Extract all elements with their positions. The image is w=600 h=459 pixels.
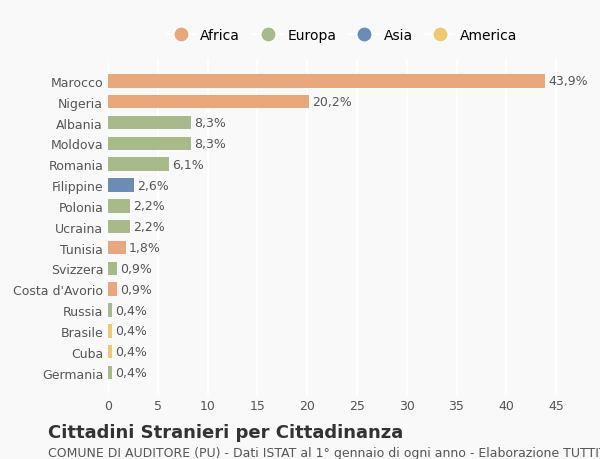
Text: 0,4%: 0,4% — [115, 325, 147, 338]
Bar — [108, 95, 309, 109]
Bar — [108, 158, 169, 172]
Text: 6,1%: 6,1% — [172, 158, 203, 171]
Bar — [108, 303, 112, 317]
Text: 8,3%: 8,3% — [194, 117, 226, 130]
Text: 0,4%: 0,4% — [115, 346, 147, 358]
Bar — [108, 283, 117, 297]
Bar — [108, 325, 112, 338]
Text: 0,4%: 0,4% — [115, 304, 147, 317]
Text: 20,2%: 20,2% — [312, 96, 352, 109]
Text: 2,6%: 2,6% — [137, 179, 169, 192]
Bar — [108, 117, 191, 130]
Text: 43,9%: 43,9% — [548, 75, 588, 88]
Bar — [108, 137, 191, 151]
Bar — [108, 200, 130, 213]
Text: COMUNE DI AUDITORE (PU) - Dati ISTAT al 1° gennaio di ogni anno - Elaborazione T: COMUNE DI AUDITORE (PU) - Dati ISTAT al … — [48, 446, 600, 459]
Bar — [108, 220, 130, 234]
Bar — [108, 179, 134, 192]
Bar — [108, 345, 112, 359]
Text: 2,2%: 2,2% — [133, 200, 164, 213]
Text: 0,9%: 0,9% — [120, 262, 152, 275]
Bar — [108, 366, 112, 380]
Text: 8,3%: 8,3% — [194, 138, 226, 151]
Legend: Africa, Europa, Asia, America: Africa, Europa, Asia, America — [161, 23, 523, 48]
Bar — [108, 241, 126, 255]
Text: 1,8%: 1,8% — [129, 241, 161, 254]
Bar — [108, 262, 117, 275]
Text: 2,2%: 2,2% — [133, 221, 164, 234]
Bar — [108, 75, 545, 89]
Text: 0,9%: 0,9% — [120, 283, 152, 296]
Text: Cittadini Stranieri per Cittadinanza: Cittadini Stranieri per Cittadinanza — [48, 423, 403, 441]
Text: 0,4%: 0,4% — [115, 366, 147, 379]
